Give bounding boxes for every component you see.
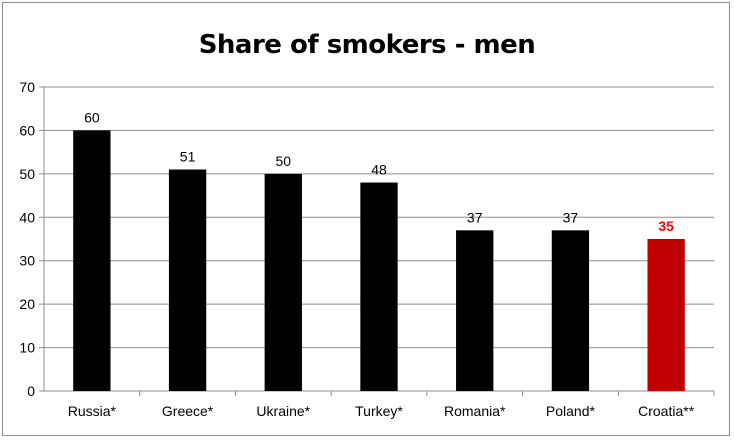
bar	[551, 230, 590, 391]
y-tick-label: 30	[19, 253, 35, 269]
bar	[264, 173, 302, 391]
y-tick-label: 60	[19, 122, 35, 138]
bar	[168, 169, 207, 391]
x-tick-label: Greece*	[162, 403, 214, 419]
y-tick-label: 0	[27, 383, 35, 399]
chart-title: Share of smokers - men	[198, 30, 536, 60]
data-label: 51	[180, 149, 196, 165]
bar	[360, 182, 398, 391]
y-tick-label: 40	[19, 209, 35, 225]
data-label: 37	[563, 209, 579, 225]
y-tick-label: 70	[19, 79, 35, 95]
data-label: 37	[467, 209, 483, 225]
bar	[73, 130, 111, 391]
x-tick-label: Romania*	[444, 403, 506, 419]
data-label: 48	[371, 162, 387, 178]
x-tick-label: Croatia**	[638, 403, 695, 419]
x-tick-label: Russia*	[68, 403, 117, 419]
x-tick-label: Ukraine*	[256, 403, 310, 419]
data-label: 60	[84, 109, 100, 125]
x-tick-label: Turkey*	[355, 403, 403, 419]
x-tick-label: Poland*	[546, 403, 596, 419]
bar	[456, 230, 494, 391]
data-label: 35	[658, 218, 674, 234]
y-tick-label: 10	[19, 340, 35, 356]
y-tick-label: 50	[19, 166, 35, 182]
y-tick-label: 20	[19, 296, 35, 312]
bar	[647, 239, 685, 391]
data-label: 50	[275, 153, 291, 169]
